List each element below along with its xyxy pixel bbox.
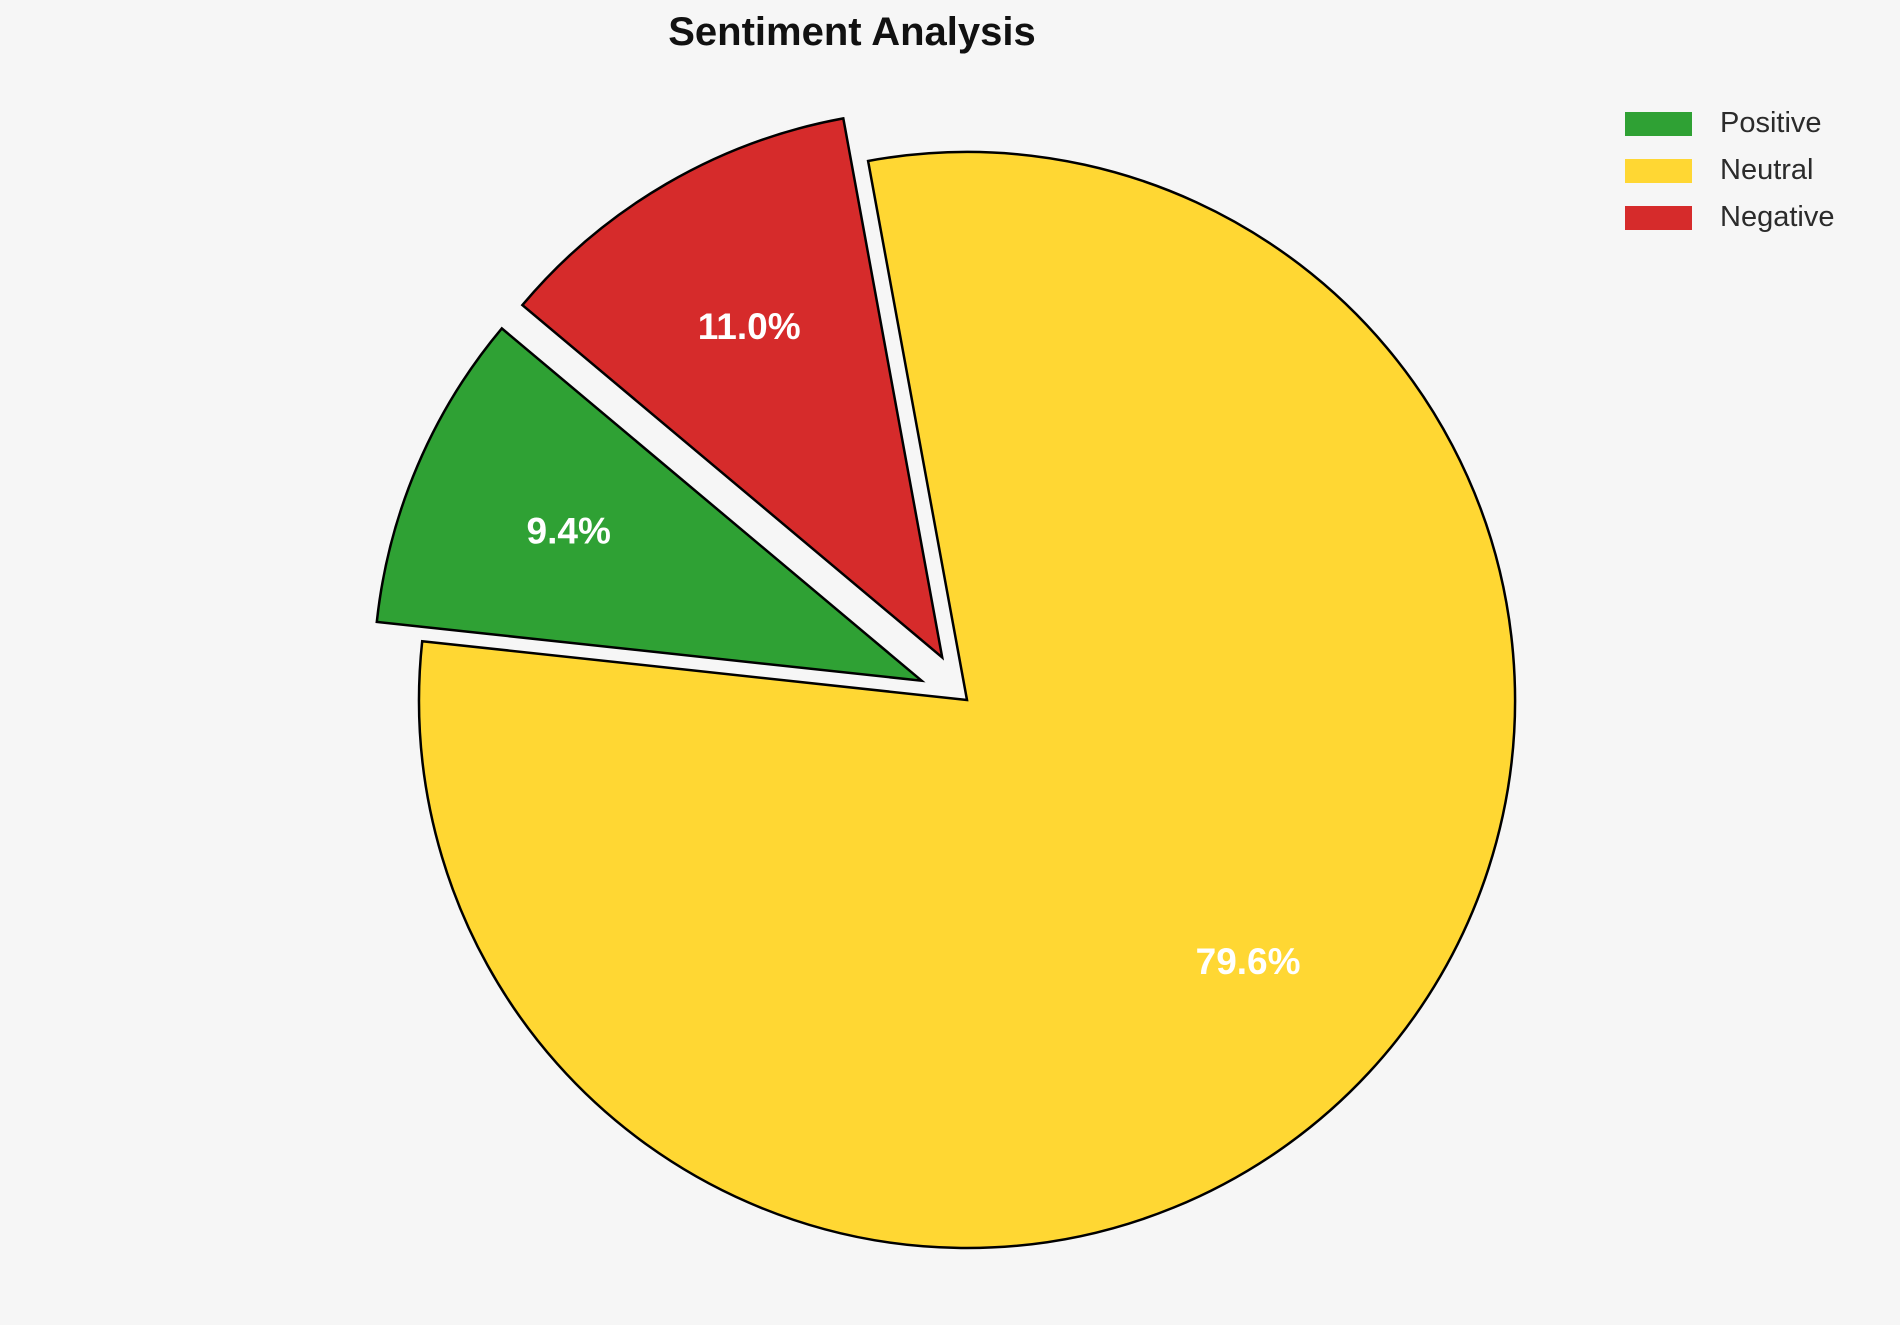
legend-swatch-neutral bbox=[1625, 158, 1692, 183]
legend-item-positive: Positive bbox=[1625, 100, 1834, 147]
legend-swatch-negative bbox=[1625, 205, 1692, 230]
legend: Positive Neutral Negative bbox=[1625, 100, 1834, 241]
pie-slice-negative bbox=[520, 116, 945, 661]
pie-label-neutral: 79.6% bbox=[1196, 941, 1301, 982]
pie-slice-neutral bbox=[417, 150, 1517, 1250]
legend-label: Neutral bbox=[1720, 154, 1814, 186]
legend-label: Negative bbox=[1720, 201, 1835, 233]
legend-item-neutral: Neutral bbox=[1625, 147, 1834, 194]
pie-label-positive: 9.4% bbox=[527, 510, 611, 551]
pie-slice-positive bbox=[375, 326, 926, 683]
legend-item-negative: Negative bbox=[1625, 194, 1834, 241]
legend-label: Positive bbox=[1720, 107, 1822, 139]
legend-swatch-positive bbox=[1625, 111, 1692, 136]
pie-label-negative: 11.0% bbox=[698, 306, 801, 347]
chart-title: Sentiment Analysis bbox=[668, 10, 1036, 54]
